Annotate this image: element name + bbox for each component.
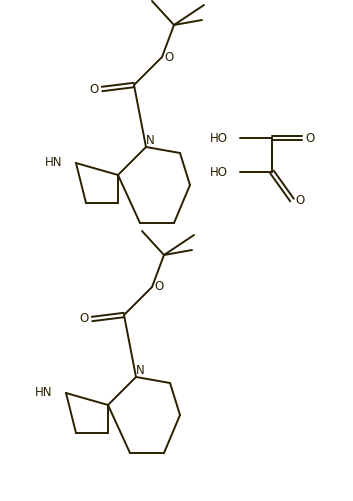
Text: O: O (89, 83, 98, 96)
Text: O: O (164, 51, 174, 64)
Text: O: O (305, 131, 315, 144)
Text: N: N (146, 133, 154, 146)
Text: HN: HN (44, 156, 62, 169)
Text: O: O (79, 313, 89, 326)
Text: HO: HO (210, 165, 228, 178)
Text: HN: HN (35, 386, 52, 399)
Text: O: O (154, 281, 164, 294)
Text: N: N (136, 364, 144, 376)
Text: O: O (295, 193, 305, 206)
Text: HO: HO (210, 131, 228, 144)
